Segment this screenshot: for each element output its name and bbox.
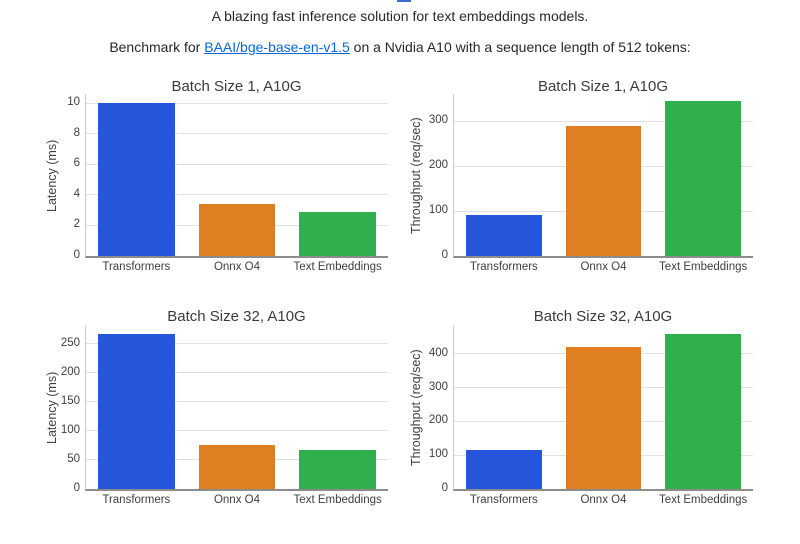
x-tick-label: Transformers	[469, 261, 538, 273]
tagline: A blazing fast inference solution for te…	[211, 8, 589, 24]
y-tick-label: 300	[428, 114, 448, 126]
y-tick-label: 6	[73, 157, 80, 170]
gridline	[86, 372, 388, 374]
y-tick-label: 100	[428, 204, 448, 216]
y-tick-label: 8	[73, 126, 80, 139]
bar-onnx-o4	[565, 346, 642, 489]
bar-transformers	[98, 103, 175, 256]
chart-title: Batch Size 1, A10G	[537, 78, 669, 95]
y-tick-label: 2	[73, 218, 80, 231]
y-tick-label: 100	[428, 448, 448, 461]
x-tick-label: Text Embeddings	[293, 261, 382, 273]
bar-transformers	[465, 450, 542, 489]
bar-text-embeddings	[665, 334, 742, 489]
y-tick-label: 0	[441, 249, 448, 261]
y-tick-label: 200	[60, 365, 80, 378]
bar-transformers	[98, 333, 175, 489]
y-tick-label: 0	[73, 249, 80, 261]
bar-text-embeddings	[665, 100, 742, 256]
chart-throughput-batch-1: Batch Size 1, A10G Throughput (req/sec) …	[408, 78, 760, 290]
x-tick-label: Onnx O4	[213, 261, 260, 273]
gridline	[86, 163, 388, 165]
plot-area: 0 100 200 300 Transformers Onnx O4 Text Embedd…	[429, 94, 753, 273]
chart-title: Batch Size 1, A10G	[171, 78, 302, 95]
bar-onnx-o4	[198, 445, 276, 489]
gridline	[86, 401, 388, 403]
bar-text-embeddings	[299, 211, 376, 256]
y-tick-label: 400	[428, 346, 448, 359]
y-tick-label: 0	[441, 482, 448, 494]
benchmark-text-prefix: Benchmark for	[109, 39, 205, 55]
x-tick-label: Text Embeddings	[293, 494, 382, 506]
gridline	[86, 343, 388, 345]
benchmark-line: Benchmark for BAAI/bge-base-en-v1.5 on a…	[0, 39, 800, 55]
y-tick-label: 4	[73, 187, 80, 200]
x-tick-label: Transformers	[102, 494, 171, 506]
y-tick-label: 10	[67, 96, 80, 109]
y-tick-label: 0	[73, 482, 80, 494]
y-tick-label: 250	[60, 336, 80, 349]
x-tick-label: Text Embeddings	[659, 494, 748, 506]
plot-area: 0 100 200 300 400 Transformers Onnx O4 Text Emb…	[429, 325, 753, 506]
gridline	[86, 133, 388, 135]
y-tick-label: 200	[428, 414, 448, 427]
cropped-link-fragment	[397, 0, 411, 2]
bar-text-embeddings	[299, 450, 376, 489]
x-tick-label: Onnx O4	[580, 494, 627, 506]
model-link[interactable]: BAAI/bge-base-en-v1.5	[204, 39, 350, 55]
chart-throughput-batch-32: Batch Size 32, A10G Throughput (req/sec)…	[408, 308, 760, 522]
gridline	[454, 120, 753, 122]
gridline	[86, 102, 388, 104]
x-tick-label: Transformers	[469, 494, 538, 506]
gridline	[86, 430, 388, 432]
chart-title: Batch Size 32, A10G	[533, 308, 673, 325]
benchmark-text-suffix: on a Nvidia A10 with a sequence length o…	[349, 39, 691, 55]
plot-area: 0 50 100 150 200 250 Transformers Onnx O4 Text E…	[61, 325, 388, 506]
x-tick-label: Text Embeddings	[659, 261, 748, 273]
x-tick-label: Transformers	[102, 261, 171, 273]
y-tick-label: 50	[67, 452, 80, 465]
y-tick-label: 300	[428, 380, 448, 393]
chart-latency-batch-1: Batch Size 1, A10G Latency (ms) 0 2 4 6 8 10 T…	[40, 78, 390, 290]
bar-onnx-o4	[565, 125, 642, 256]
chart-title: Batch Size 32, A10G	[167, 308, 306, 325]
bar-onnx-o4	[198, 204, 276, 256]
chart-latency-batch-32: Batch Size 32, A10G Latency (ms) 0 50 100 1…	[40, 308, 390, 522]
plot-area: 0 2 4 6 8 10 Transformers Onnx O4 Text Embedding…	[67, 94, 388, 273]
y-tick-label: 150	[60, 394, 80, 407]
y-axis-label: Latency (ms)	[45, 139, 59, 213]
x-tick-label: Onnx O4	[580, 261, 627, 273]
y-tick-label: 200	[428, 159, 448, 171]
gridline	[86, 194, 388, 196]
bar-transformers	[465, 214, 542, 256]
y-tick-label: 100	[60, 423, 80, 436]
y-axis-label: Latency (ms)	[45, 371, 59, 445]
x-tick-label: Onnx O4	[213, 494, 260, 506]
